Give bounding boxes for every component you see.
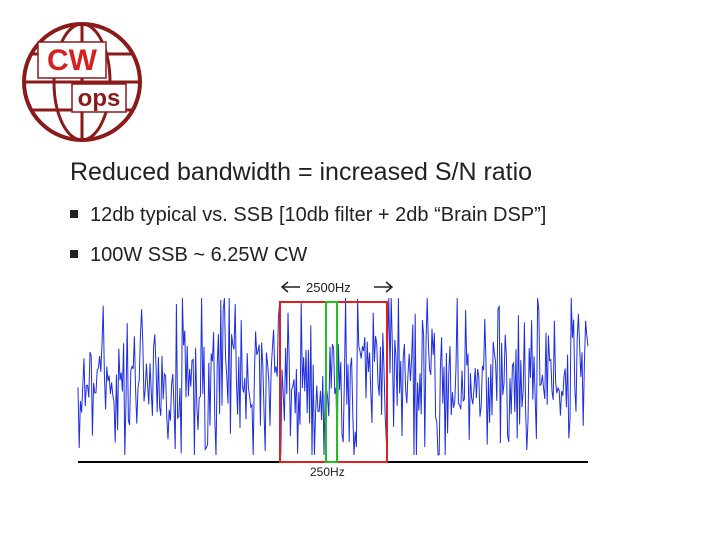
title: Reduced bandwidth = increased S/N ratio <box>70 158 533 186</box>
logo-top: CW <box>47 44 98 77</box>
arrows <box>280 281 394 293</box>
bullet: 12db typical vs. SSB [10db filter + 2db … <box>70 204 546 227</box>
narrow-filter <box>325 301 338 463</box>
logo-bottom: ops <box>78 85 121 112</box>
wide-label: 2500Hz <box>306 280 351 295</box>
noise-plot <box>77 297 589 456</box>
noise-trace <box>77 297 589 456</box>
logo: CW ops <box>22 22 142 142</box>
narrow-label: 250Hz <box>310 465 345 479</box>
bullet: 100W SSB ~ 6.25W CW <box>70 244 307 267</box>
